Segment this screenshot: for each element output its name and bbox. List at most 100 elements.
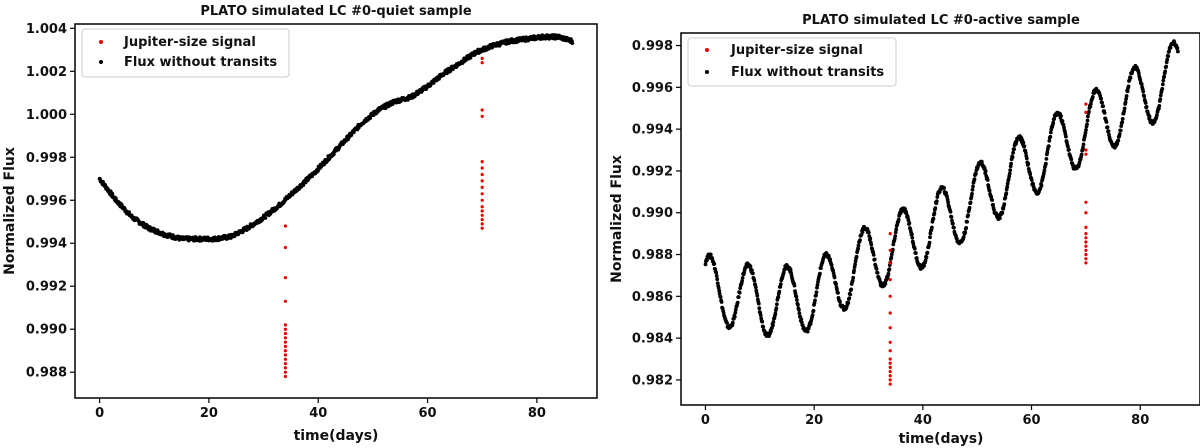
flux-point — [1176, 49, 1180, 54]
legend-label-flux-without-transits: Flux without transits — [731, 65, 884, 80]
flux-point — [856, 243, 861, 248]
y-tick-label: 0.994 — [632, 123, 673, 138]
flux-point — [1104, 120, 1109, 124]
flux-point — [950, 218, 954, 223]
flux-point — [733, 310, 738, 315]
y-tick-label: 0.986 — [632, 290, 673, 305]
transit-point — [1084, 244, 1088, 248]
transit-point — [480, 160, 484, 164]
flux-point — [714, 270, 719, 275]
flux-point — [887, 267, 892, 272]
flux-point — [1125, 89, 1130, 94]
flux-point — [1044, 157, 1049, 161]
transit-point — [888, 349, 892, 353]
flux-point — [871, 250, 876, 254]
flux-point — [883, 281, 888, 286]
y-tick-label: 0.992 — [632, 164, 673, 179]
flux-point — [1120, 120, 1125, 124]
transit-point — [888, 311, 892, 315]
x-tick-label: 20 — [200, 406, 218, 421]
flux-point — [1029, 178, 1034, 182]
transit-point — [888, 370, 892, 374]
flux-point — [795, 298, 799, 302]
flux-point — [1081, 145, 1085, 150]
flux-point — [819, 266, 823, 270]
flux-point — [990, 198, 994, 203]
transit-point — [283, 344, 287, 348]
flux-point — [850, 278, 855, 283]
flux-point — [751, 271, 755, 276]
transit-point — [480, 222, 484, 226]
flux-point — [1046, 144, 1051, 149]
flux-point — [810, 313, 815, 317]
series-flux-without-transits — [703, 39, 1180, 338]
flux-point — [736, 295, 741, 299]
series-jupiter-size-signal — [283, 56, 484, 379]
transit-point — [1084, 102, 1088, 106]
flux-point — [758, 313, 763, 317]
transit-point — [1084, 257, 1088, 261]
flux-point — [829, 263, 834, 267]
flux-point — [171, 233, 175, 238]
flux-point — [1147, 114, 1152, 119]
x-axis-label: time(days) — [899, 431, 984, 447]
flux-point — [922, 264, 926, 268]
flux-point — [875, 271, 880, 275]
series-flux-without-transits — [97, 33, 575, 243]
flux-point — [775, 302, 779, 307]
flux-point — [848, 292, 853, 297]
transit-point — [888, 232, 892, 236]
flux-point — [1011, 150, 1015, 155]
chart-title: PLATO simulated LC #0-active sample — [802, 13, 1080, 28]
flux-point — [813, 298, 817, 303]
flux-point — [1022, 144, 1027, 149]
flux-point — [718, 295, 723, 299]
flux-point — [1116, 138, 1121, 143]
flux-point — [1066, 144, 1070, 149]
flux-point — [1008, 168, 1013, 173]
flux-point — [797, 308, 801, 312]
flux-point — [1124, 94, 1129, 98]
y-tick-label: 1.004 — [26, 22, 67, 37]
flux-point — [1061, 122, 1066, 127]
flux-point — [1128, 75, 1133, 80]
flux-point — [796, 302, 800, 307]
flux-point — [983, 169, 988, 174]
transit-point — [480, 166, 484, 170]
flux-point — [992, 207, 996, 212]
transit-point — [480, 61, 484, 65]
transit-point — [283, 323, 287, 327]
flux-point — [874, 266, 879, 271]
y-tick-label: 0.990 — [26, 323, 67, 338]
transit-point — [283, 331, 287, 336]
flux-point — [928, 235, 932, 240]
flux-point — [1105, 125, 1110, 130]
flux-point — [1165, 57, 1170, 62]
flux-point — [889, 255, 894, 260]
flux-point — [991, 202, 995, 207]
x-tick-label: 60 — [419, 406, 437, 421]
flux-point — [750, 268, 754, 272]
flux-point — [1164, 64, 1169, 69]
transit-point — [888, 294, 892, 298]
flux-point — [748, 264, 753, 269]
transit-point — [480, 218, 484, 222]
transit-point — [1084, 236, 1088, 240]
flux-point — [853, 262, 857, 267]
flux-point — [778, 282, 783, 287]
flux-point — [1100, 100, 1104, 105]
transit-point — [283, 276, 287, 280]
flux-point — [715, 277, 720, 282]
flux-point — [894, 227, 899, 232]
flux-point — [896, 217, 901, 222]
transit-point — [480, 192, 484, 196]
flux-point — [1079, 152, 1084, 157]
flux-point — [925, 250, 930, 255]
flux-point — [733, 307, 738, 312]
flux-point — [964, 226, 969, 230]
flux-point — [924, 255, 929, 260]
legend: Jupiter-size signal Flux without transit… — [81, 28, 290, 78]
transit-point — [480, 226, 484, 230]
flux-point — [1102, 111, 1107, 115]
